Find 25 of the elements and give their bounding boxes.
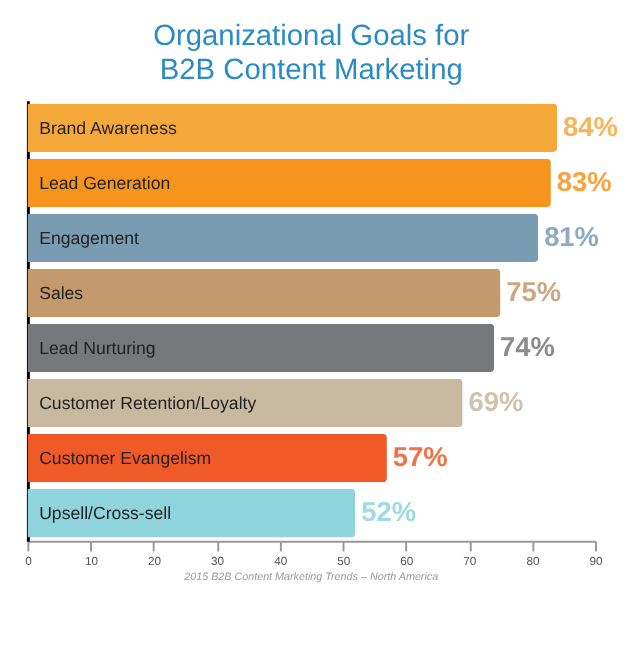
y-tick-label: Brand Awareness [39,117,178,138]
y-tick-label: Engagement [39,227,141,248]
bar [27,433,387,483]
bar [27,268,501,318]
data-label: 84% [563,111,618,142]
bar [27,103,558,153]
y-tick-label: Customer Evangelism [39,447,212,468]
y-tick-label: Upsell/Cross-sell [39,503,172,524]
bar [27,323,495,373]
chart-title: Organizational Goals for B2B Content Marketing [153,21,470,87]
y-tick-label: Lead Generation [39,172,171,193]
data-label: 52% [361,496,417,527]
bar [27,158,551,208]
data-label: 57% [392,441,448,472]
bar [27,378,463,428]
y-tick-label: Sales [39,282,85,303]
data-label: 69% [468,386,524,417]
y-tick-label: Customer Retention/Loyalty [39,392,258,413]
data-label: 75% [506,276,562,307]
data-label: 74% [499,331,555,362]
data-label: 81% [544,221,599,252]
bar [27,488,356,538]
y-tick-label: Lead Nurturing [39,337,156,358]
data-label: 83% [556,166,612,197]
bar [27,213,539,263]
